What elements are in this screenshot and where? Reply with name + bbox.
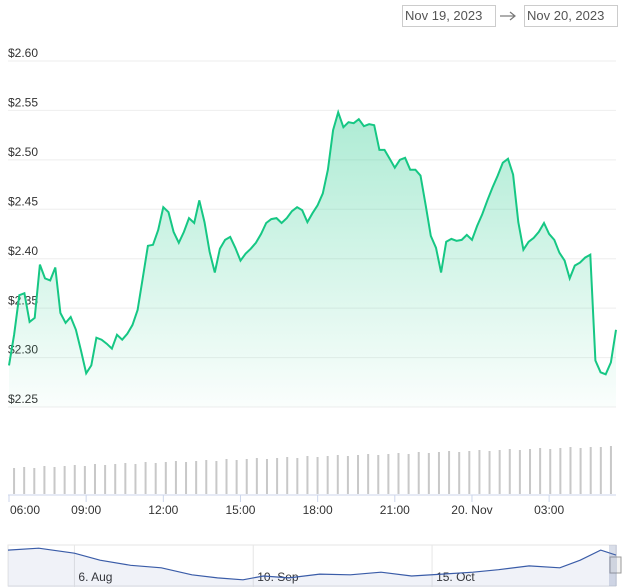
navigator-handle[interactable]: [609, 556, 622, 574]
date-to[interactable]: Nov 20, 2023: [524, 5, 618, 27]
volume-bar: [417, 452, 420, 494]
volume-bar: [73, 465, 76, 494]
y-tick-label: $2.45: [8, 194, 38, 208]
volume-bar: [104, 465, 107, 494]
x-tick-label: 20. Nov: [451, 503, 492, 517]
volume-bar: [134, 464, 137, 494]
volume-bar: [336, 455, 339, 494]
volume-bar: [43, 466, 46, 494]
volume-bar: [468, 451, 471, 494]
volume-bar: [518, 450, 521, 494]
volume-bar: [387, 454, 390, 494]
volume-bar: [63, 466, 66, 494]
x-tick-label: 18:00: [303, 503, 333, 517]
volume-bar: [478, 450, 481, 494]
volume-bar: [23, 467, 26, 494]
volume-bar: [549, 449, 552, 494]
volume-bar: [296, 458, 299, 494]
volume-bar: [498, 450, 501, 494]
volume-bar: [609, 446, 612, 494]
volume-bar: [508, 449, 511, 494]
date-from[interactable]: Nov 19, 2023: [402, 5, 496, 27]
volume-bar: [215, 461, 218, 494]
navigator-area: [8, 548, 616, 587]
volume-bar: [83, 466, 86, 494]
volume-bar: [346, 456, 349, 494]
x-tick-label: 12:00: [148, 503, 178, 517]
volume-bar: [316, 457, 319, 494]
volume-bar: [367, 454, 370, 494]
navigator-selection: [609, 545, 617, 586]
volume-bar: [13, 468, 16, 494]
volume-bar: [33, 468, 36, 494]
volume-bar: [357, 455, 360, 494]
price-area: [9, 112, 616, 408]
volume-bar: [265, 459, 268, 494]
volume-bar: [53, 467, 56, 494]
y-tick-label: $2.50: [8, 145, 38, 159]
arrow-icon: [500, 11, 516, 21]
volume-bar: [448, 451, 451, 494]
volume-bar: [205, 460, 208, 494]
volume-bar: [235, 460, 238, 494]
volume-bar: [195, 461, 198, 494]
volume-bar: [114, 464, 117, 494]
y-tick-label: $2.40: [8, 244, 38, 258]
x-tick-label: 21:00: [380, 503, 410, 517]
volume-bar: [437, 452, 440, 494]
volume-bar: [529, 449, 532, 494]
volume-bar: [559, 448, 562, 494]
volume-bar: [326, 456, 329, 494]
volume-bar: [144, 462, 147, 494]
volume-bar: [599, 447, 602, 494]
volume-bar: [164, 462, 167, 494]
volume-bar: [488, 451, 491, 494]
volume-bar: [539, 448, 542, 494]
volume-bar: [458, 452, 461, 494]
navigator-line: [7, 547, 617, 581]
y-tick-label: $2.60: [8, 46, 38, 60]
volume-bar: [93, 464, 96, 494]
volume-bar: [569, 447, 572, 494]
price-line: [8, 108, 617, 376]
x-tick-label: 15:00: [225, 503, 255, 517]
volume-bar: [124, 463, 127, 494]
x-tick-label: 06:00: [10, 503, 40, 517]
volume-bar: [377, 455, 380, 494]
y-tick-label: $2.55: [8, 96, 38, 110]
x-tick-label: 03:00: [534, 503, 564, 517]
x-tick-label: 09:00: [71, 503, 101, 517]
volume-bar: [407, 454, 410, 494]
volume-bar: [589, 447, 592, 494]
volume-bar: [225, 459, 228, 494]
volume-bar: [397, 453, 400, 494]
volume-bar: [255, 458, 258, 494]
volume-bar: [579, 448, 582, 494]
volume-bar: [276, 458, 279, 494]
volume-bar: [174, 461, 177, 494]
volume-bar: [154, 463, 157, 494]
navigator-label: 6. Aug: [78, 570, 112, 584]
volume-bar: [427, 453, 430, 494]
volume-bar: [286, 457, 289, 494]
volume-bar: [306, 456, 309, 494]
volume-bar: [185, 462, 188, 494]
volume-bar: [245, 459, 248, 494]
